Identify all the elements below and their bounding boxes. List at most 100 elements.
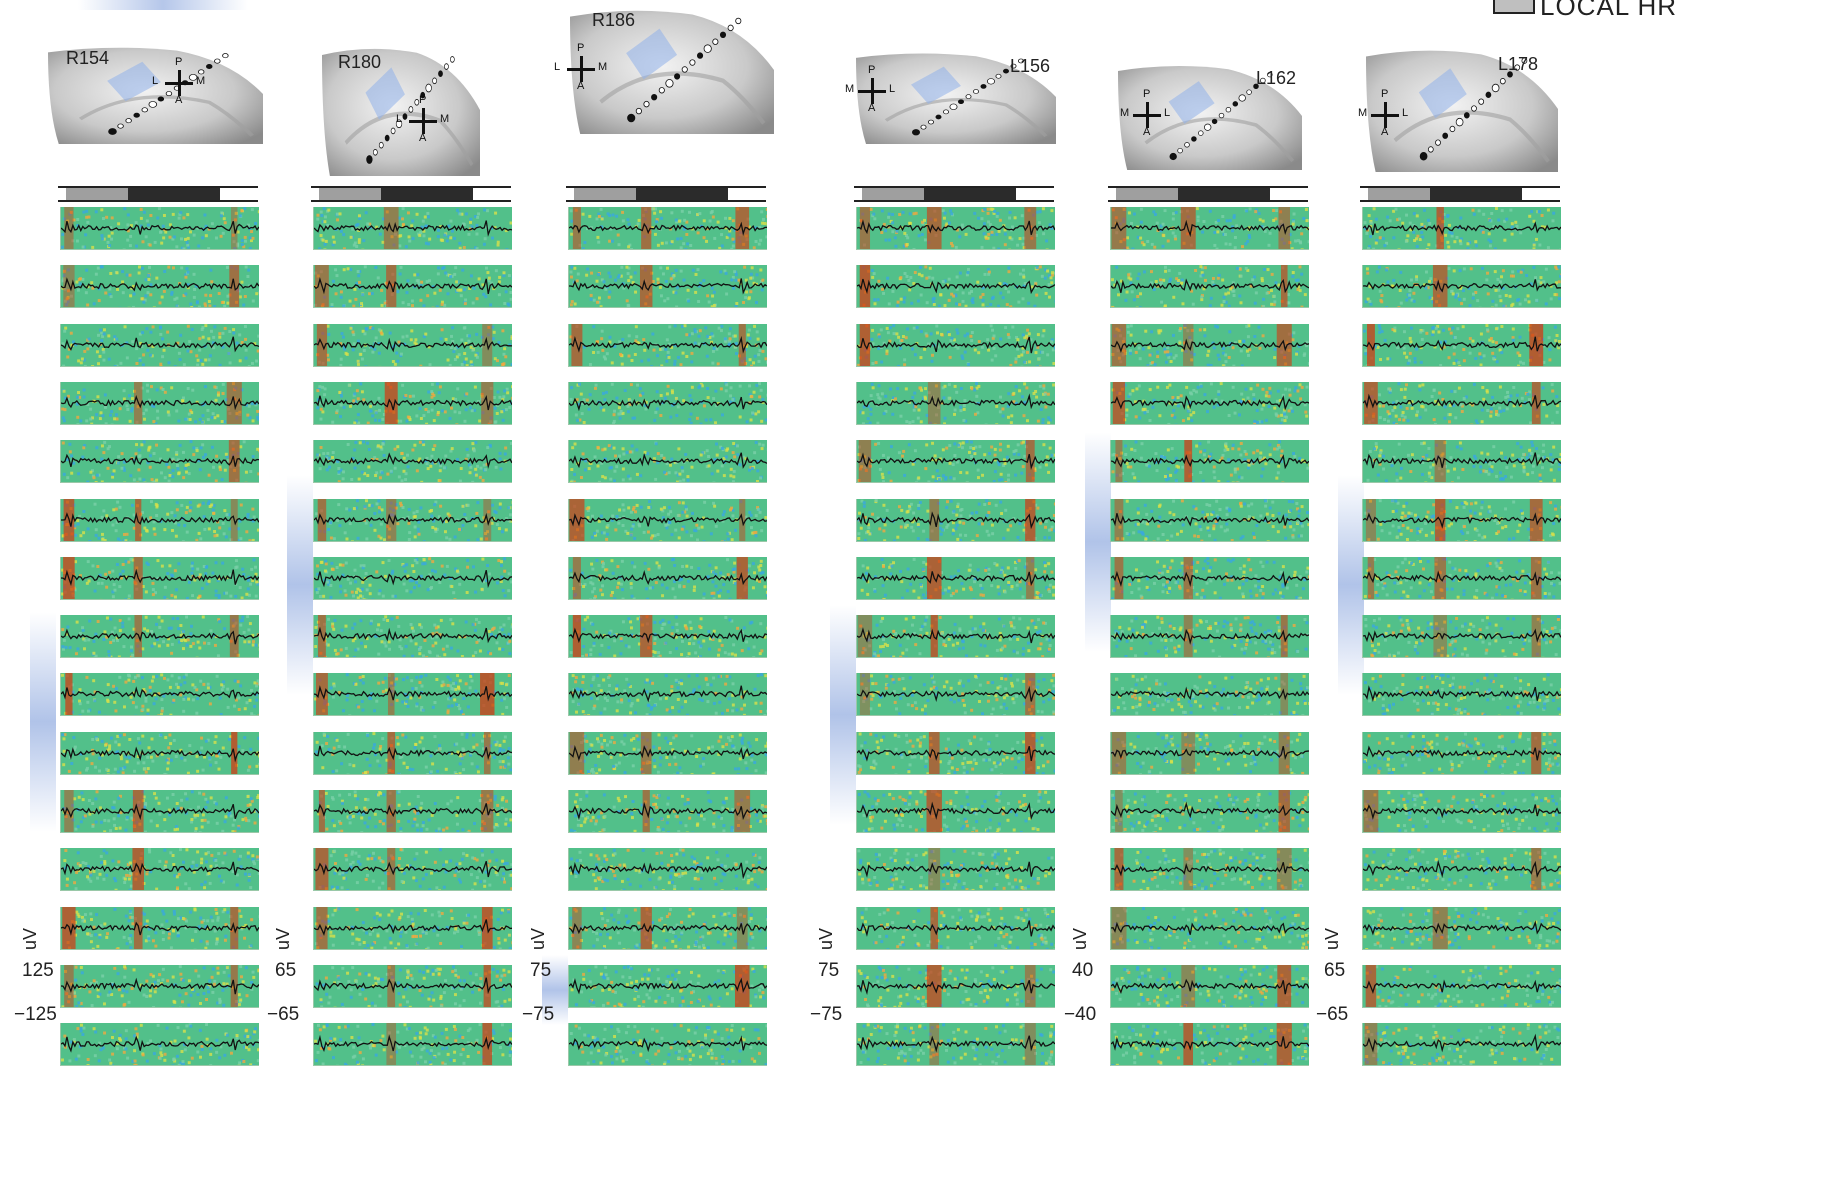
electrode-trace-panel xyxy=(568,790,767,833)
time-bar xyxy=(311,186,511,202)
time-bar xyxy=(1360,186,1560,202)
electrode-contact xyxy=(414,99,420,106)
electrode-trace-panel xyxy=(568,907,767,950)
electrode-contact xyxy=(1449,125,1456,133)
subject-label: L156 xyxy=(1010,56,1051,76)
electrode-trace-panel xyxy=(313,324,512,367)
electrode-contact xyxy=(665,79,674,88)
electrode-contact xyxy=(402,113,408,120)
electrode-trace-panel xyxy=(1110,907,1309,950)
electrode-contact xyxy=(995,73,1002,79)
orientation-label-left: M xyxy=(845,83,855,95)
electrode-contact xyxy=(125,118,132,124)
electrode-contact xyxy=(712,38,719,45)
electrode-trace-panel xyxy=(60,382,259,425)
electrode-trace-panel xyxy=(313,265,512,308)
scale-min-label: −65 xyxy=(267,1004,300,1025)
electrode-trace-panel xyxy=(1110,790,1309,833)
electrode-contact xyxy=(980,84,987,89)
electrode-trace-panel xyxy=(1362,673,1561,716)
orientation-cross: P A L M xyxy=(394,94,454,150)
unit-label: uV xyxy=(1070,927,1090,950)
electrode-highlight xyxy=(830,605,856,825)
electrode-trace-panel xyxy=(313,207,512,250)
electrode-trace-panel xyxy=(1110,1023,1309,1066)
subject-label: R186 xyxy=(592,10,636,30)
electrode-contact xyxy=(1191,136,1197,142)
electrode-trace-panel xyxy=(856,615,1055,658)
electrode-contact xyxy=(1225,107,1232,113)
electrode-contact xyxy=(1253,83,1259,89)
electrode-trace-panel xyxy=(60,557,259,600)
unit-label: uV xyxy=(816,927,836,950)
electrode-contact xyxy=(395,119,403,129)
electrode-contact xyxy=(1471,105,1477,112)
electrode-contact xyxy=(727,24,734,32)
electrode-contact xyxy=(643,100,650,108)
electrode-trace-panel xyxy=(60,265,259,308)
electrode-contact xyxy=(372,149,378,156)
orientation-label-left: L xyxy=(554,61,561,73)
electrode-contact xyxy=(1478,98,1485,105)
electrode-highlight xyxy=(287,475,313,695)
electrode-contact xyxy=(696,52,704,59)
electrode-trace-panel xyxy=(60,1023,259,1066)
electrode-highlight xyxy=(542,955,568,1025)
electrode-contact xyxy=(133,112,140,118)
subject-label: L178 xyxy=(1498,54,1539,74)
electrode-contact xyxy=(1218,112,1225,119)
orientation-label-right: M xyxy=(440,113,450,125)
orientation-cross: P A M L xyxy=(843,64,903,120)
orientation-label-bottom: A xyxy=(175,94,183,106)
electrode-contact xyxy=(935,114,942,120)
electrode-trace-panel xyxy=(313,732,512,775)
electrode-trace-panel xyxy=(856,499,1055,542)
electrode-trace-panel xyxy=(568,382,767,425)
electrode-contact xyxy=(973,89,980,94)
scale-max-label: 65 xyxy=(275,960,297,981)
electrode-trace-panel xyxy=(1110,557,1309,600)
electrode-contact xyxy=(148,101,158,108)
electrode-trace-panel xyxy=(313,440,512,483)
subject-label: L162 xyxy=(1256,68,1297,88)
subject-label: R154 xyxy=(66,48,110,68)
electrode-trace-panel xyxy=(1362,207,1561,250)
electrode-trace-panel xyxy=(60,673,259,716)
unit-label: uV xyxy=(273,927,293,950)
electrode-trace-panel xyxy=(1362,848,1561,891)
top-highlight xyxy=(78,0,248,10)
orientation-label-right: M xyxy=(196,75,206,87)
electrode-trace-panel xyxy=(856,673,1055,716)
electrode-trace-panel xyxy=(1110,207,1309,250)
electrode-contact xyxy=(378,141,384,149)
electrode-contact xyxy=(912,129,921,136)
legend-swatch xyxy=(1493,0,1535,14)
electrode-contact xyxy=(1211,118,1218,125)
orientation-label-top: P xyxy=(1143,88,1151,100)
orientation-label-left: L xyxy=(396,113,403,125)
electrode-contact xyxy=(986,78,995,85)
orientation-label-bottom: A xyxy=(868,102,876,114)
electrode-trace-panel xyxy=(568,324,767,367)
time-bar xyxy=(566,186,766,202)
electrode-contact xyxy=(1514,64,1521,71)
electrode-contact xyxy=(1499,78,1506,85)
electrode-contact xyxy=(1177,147,1183,154)
electrode-contact xyxy=(206,63,213,69)
electrode-contact xyxy=(1427,146,1434,153)
scale-max-label: 125 xyxy=(22,960,54,981)
electrode-contact xyxy=(157,96,165,102)
scale-max-label: 75 xyxy=(530,960,552,981)
electrode-trace-panel xyxy=(1362,965,1561,1008)
electrode-trace-panel xyxy=(856,965,1055,1008)
electrode-highlight xyxy=(1085,432,1111,652)
electrode-contact xyxy=(117,123,124,129)
orientation-label-bottom: A xyxy=(419,132,427,144)
electrode-contact xyxy=(920,124,927,130)
electrode-contact xyxy=(165,91,173,97)
electrode-contact xyxy=(689,59,696,66)
orientation-label-right: L xyxy=(1402,107,1409,119)
electrode-contact xyxy=(1002,68,1009,74)
orientation-label-right: M xyxy=(598,61,608,73)
electrode-trace-panel xyxy=(856,207,1055,250)
